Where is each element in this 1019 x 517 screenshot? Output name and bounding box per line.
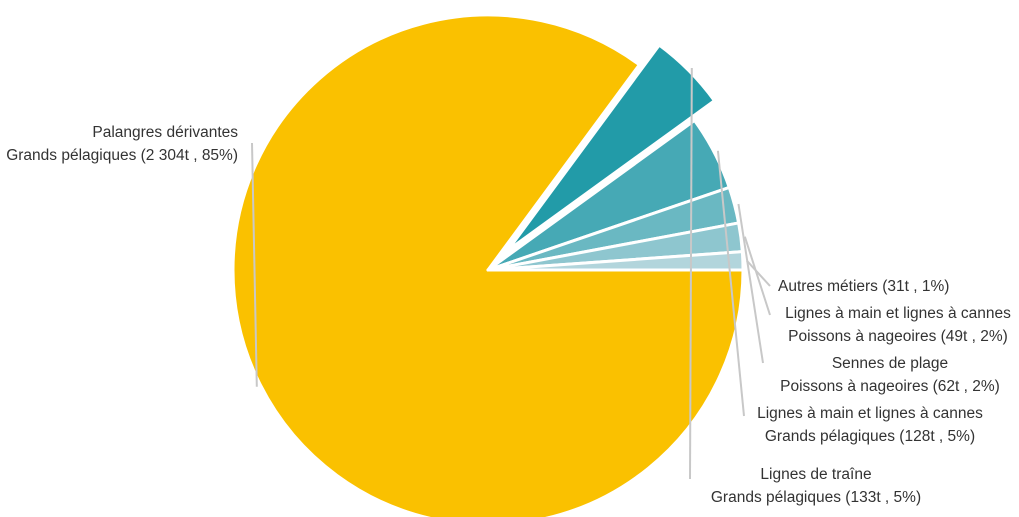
leader-line xyxy=(689,67,693,480)
leader-line xyxy=(743,236,771,316)
slice-label-line2: Poissons à nageoires (49t , 2%) xyxy=(788,328,1008,345)
leader-line xyxy=(746,260,771,287)
slice-label: Autres métiers (31t , 1%) xyxy=(778,278,949,295)
slice-label-line1: Lignes à main et lignes à cannes xyxy=(757,405,983,422)
slice-label-line1: Sennes de plage xyxy=(832,355,948,372)
slice-label-line1: Autres métiers (31t , 1%) xyxy=(778,278,949,295)
slice-label-line1: Lignes à main et lignes à cannes xyxy=(785,305,1011,322)
slice-label-line1: Lignes de traîne xyxy=(760,466,871,483)
slice-label-line2: Grands pélagiques (2 304t , 85%) xyxy=(6,147,238,164)
slice-label: Lignes à main et lignes à cannes Poissons… xyxy=(785,305,1011,345)
slice-label-line2: Grands pélagiques (133t , 5%) xyxy=(711,489,921,506)
pie-slice xyxy=(506,43,716,252)
leader-line xyxy=(737,203,764,364)
slice-label: Sennes de plage Poissons à nageoires (62t… xyxy=(780,355,1000,395)
pie-slice xyxy=(486,250,745,272)
pie-slice xyxy=(231,13,745,517)
slice-label-line2: Poissons à nageoires (62t , 2%) xyxy=(780,378,1000,395)
leader-line xyxy=(716,150,745,417)
leader-line xyxy=(251,142,258,387)
slice-label: Lignes de traîne Grands pélagiques (133t … xyxy=(711,466,921,506)
slice-label: Lignes à main et lignes à cannes Grands p… xyxy=(757,405,983,445)
slice-label-line1: Palangres dérivantes xyxy=(92,124,238,141)
slice-label: Palangres dérivantes Grands pélagiques (2… xyxy=(6,124,238,164)
slice-label-line2: Grands pélagiques (128t , 5%) xyxy=(765,428,975,445)
